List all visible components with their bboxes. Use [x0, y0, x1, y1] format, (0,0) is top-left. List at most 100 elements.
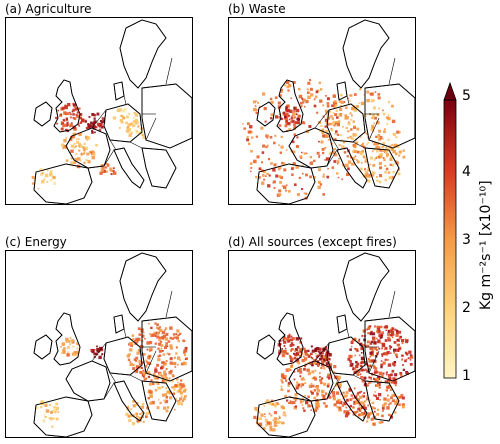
emission-cell — [377, 96, 381, 100]
emission-cell — [325, 112, 328, 115]
emission-cell — [314, 358, 317, 361]
country-border — [346, 328, 350, 338]
emission-cell — [295, 113, 298, 116]
country-border — [103, 149, 115, 167]
emission-cell — [384, 380, 387, 383]
emission-cell — [364, 362, 368, 366]
emission-cell — [280, 379, 283, 382]
emission-cell — [357, 414, 361, 417]
emission-cell — [70, 149, 74, 153]
emission-cell — [387, 114, 390, 116]
emission-cell — [78, 125, 80, 127]
emission-cell — [278, 144, 280, 147]
emission-cell — [262, 144, 266, 148]
emission-cell — [357, 407, 360, 411]
emission-cell — [135, 412, 139, 416]
emission-cell — [293, 106, 297, 110]
emission-cell — [315, 385, 319, 388]
emission-cell — [361, 394, 364, 397]
emission-cell — [173, 357, 176, 360]
emission-cell — [394, 384, 397, 387]
emission-cell — [285, 121, 288, 125]
emission-cell — [258, 422, 263, 427]
emission-cell — [340, 105, 342, 107]
emission-cell — [317, 364, 320, 367]
emission-cell — [375, 145, 378, 149]
emission-cell — [65, 341, 68, 343]
emission-cell — [290, 342, 294, 345]
emission-cell — [154, 369, 158, 373]
emission-cell — [73, 143, 76, 145]
emission-cell — [318, 357, 322, 361]
emission-cell — [139, 366, 141, 369]
emission-cell — [350, 345, 353, 348]
emission-cell — [398, 154, 401, 157]
emission-cell — [322, 135, 325, 138]
emission-cell — [131, 124, 135, 128]
emission-cell — [305, 152, 308, 155]
emission-cell — [50, 411, 53, 414]
emission-cell — [135, 369, 139, 372]
emission-cell — [393, 143, 397, 147]
coastline — [53, 312, 81, 366]
emission-cell — [87, 160, 91, 164]
emission-cell — [328, 395, 332, 399]
emission-cell — [161, 330, 166, 335]
emission-cell — [345, 406, 348, 409]
emission-cell — [295, 106, 298, 109]
emission-cell — [274, 406, 277, 408]
emission-cell — [370, 99, 374, 103]
emission-cell — [276, 420, 281, 425]
emission-cell — [394, 353, 398, 357]
emission-cell — [290, 116, 294, 120]
colorbar: 1 2 3 4 5 Kg m⁻²s⁻¹ [x10⁻¹⁰] — [440, 80, 500, 390]
emission-cell — [364, 157, 366, 160]
emission-cell — [373, 359, 377, 363]
emission-cell — [91, 155, 95, 160]
emission-cell — [134, 118, 138, 122]
emission-cell — [398, 347, 401, 351]
emission-cell — [361, 412, 365, 416]
emission-cell — [401, 342, 404, 345]
emission-cell — [322, 104, 325, 107]
emission-cell — [149, 349, 152, 352]
emission-cell — [316, 362, 320, 366]
emission-cell — [405, 353, 409, 356]
coastline — [119, 252, 167, 322]
emission-cell — [269, 135, 273, 139]
emission-cell — [176, 390, 180, 393]
coastline — [256, 163, 316, 204]
emission-cell — [387, 363, 392, 367]
emission-cell — [359, 342, 362, 345]
emission-cell — [49, 178, 53, 182]
emission-cell — [337, 176, 340, 179]
emission-cell — [363, 376, 367, 380]
emission-cell — [88, 116, 91, 118]
emission-cell — [365, 361, 367, 363]
emission-cell — [313, 98, 316, 101]
emission-cell — [375, 157, 377, 159]
emission-cell — [265, 145, 268, 149]
emission-cell — [290, 348, 294, 351]
emission-cell — [387, 171, 391, 174]
emission-cell — [247, 142, 251, 145]
emission-cell — [64, 145, 68, 149]
emission-cell — [100, 120, 102, 122]
emission-cell — [316, 393, 319, 396]
emission-cell — [304, 365, 306, 368]
emission-cell — [318, 81, 321, 84]
emission-cell — [77, 157, 81, 161]
emission-cell — [370, 330, 373, 334]
emission-cell — [64, 105, 68, 110]
emission-cell — [134, 129, 137, 132]
emission-cell — [74, 158, 78, 162]
emission-cell — [301, 121, 305, 125]
emission-cell — [333, 398, 336, 400]
emission-cell — [60, 346, 62, 348]
emission-cell — [272, 404, 274, 406]
emission-cell — [290, 120, 292, 123]
emission-cell — [158, 338, 161, 342]
emission-cell — [163, 370, 167, 374]
emission-cell — [363, 94, 366, 96]
emission-cell — [310, 382, 313, 385]
